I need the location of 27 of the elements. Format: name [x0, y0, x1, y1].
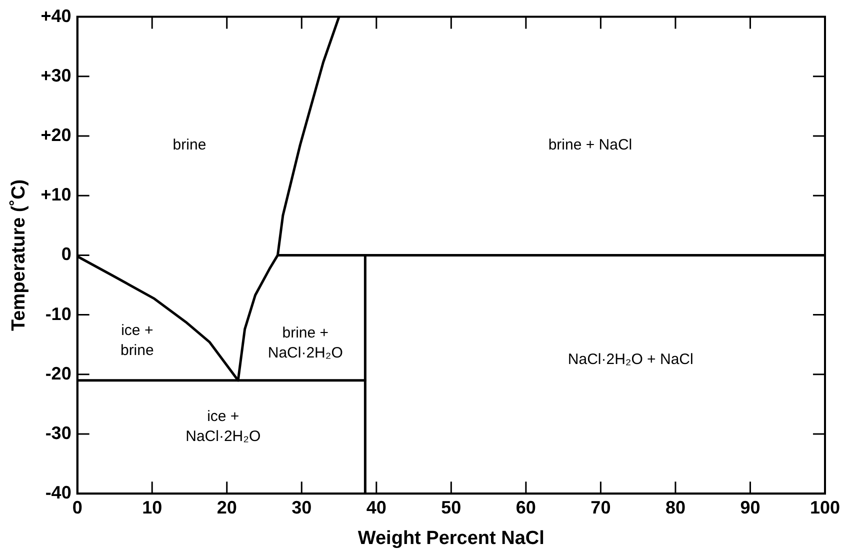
y-axis-title: Temperature (˚C)	[8, 179, 30, 332]
y-tick-label: +20	[40, 124, 72, 145]
y-tick-label: -40	[45, 482, 72, 503]
annotation: brine + NaCl·2H₂O	[268, 324, 343, 362]
x-tick-label: 100	[810, 497, 840, 518]
x-axis-title: Weight Percent NaCl	[358, 528, 544, 549]
y-tick-label: -30	[45, 422, 72, 443]
x-tick-label: 10	[142, 497, 162, 518]
annotation: brine	[172, 136, 206, 154]
y-tick-label: -20	[45, 363, 72, 384]
y-tick-label: +30	[40, 65, 72, 86]
y-tick-label: -10	[45, 304, 72, 324]
y-tick-label: +10	[40, 184, 72, 205]
y-tick-label: 0	[61, 244, 72, 264]
x-tick-label: 90	[740, 497, 760, 518]
annotation: ice + NaCl·2H₂O	[186, 408, 261, 445]
x-tick-label: 60	[516, 497, 536, 518]
x-tick-label: 40	[366, 497, 386, 518]
y-tick-label: +40	[40, 6, 72, 26]
x-tick-label: 70	[590, 497, 611, 518]
annotation: brine + NaCl	[548, 136, 632, 154]
annotation: NaCl·2H₂O + NaCl	[568, 351, 694, 368]
annotation: ice + brine	[120, 322, 154, 360]
x-tick-label: 80	[665, 497, 686, 518]
x-tick-label: 50	[441, 497, 462, 518]
x-tick-label: 20	[216, 497, 237, 518]
x-tick-label: 30	[292, 497, 312, 518]
